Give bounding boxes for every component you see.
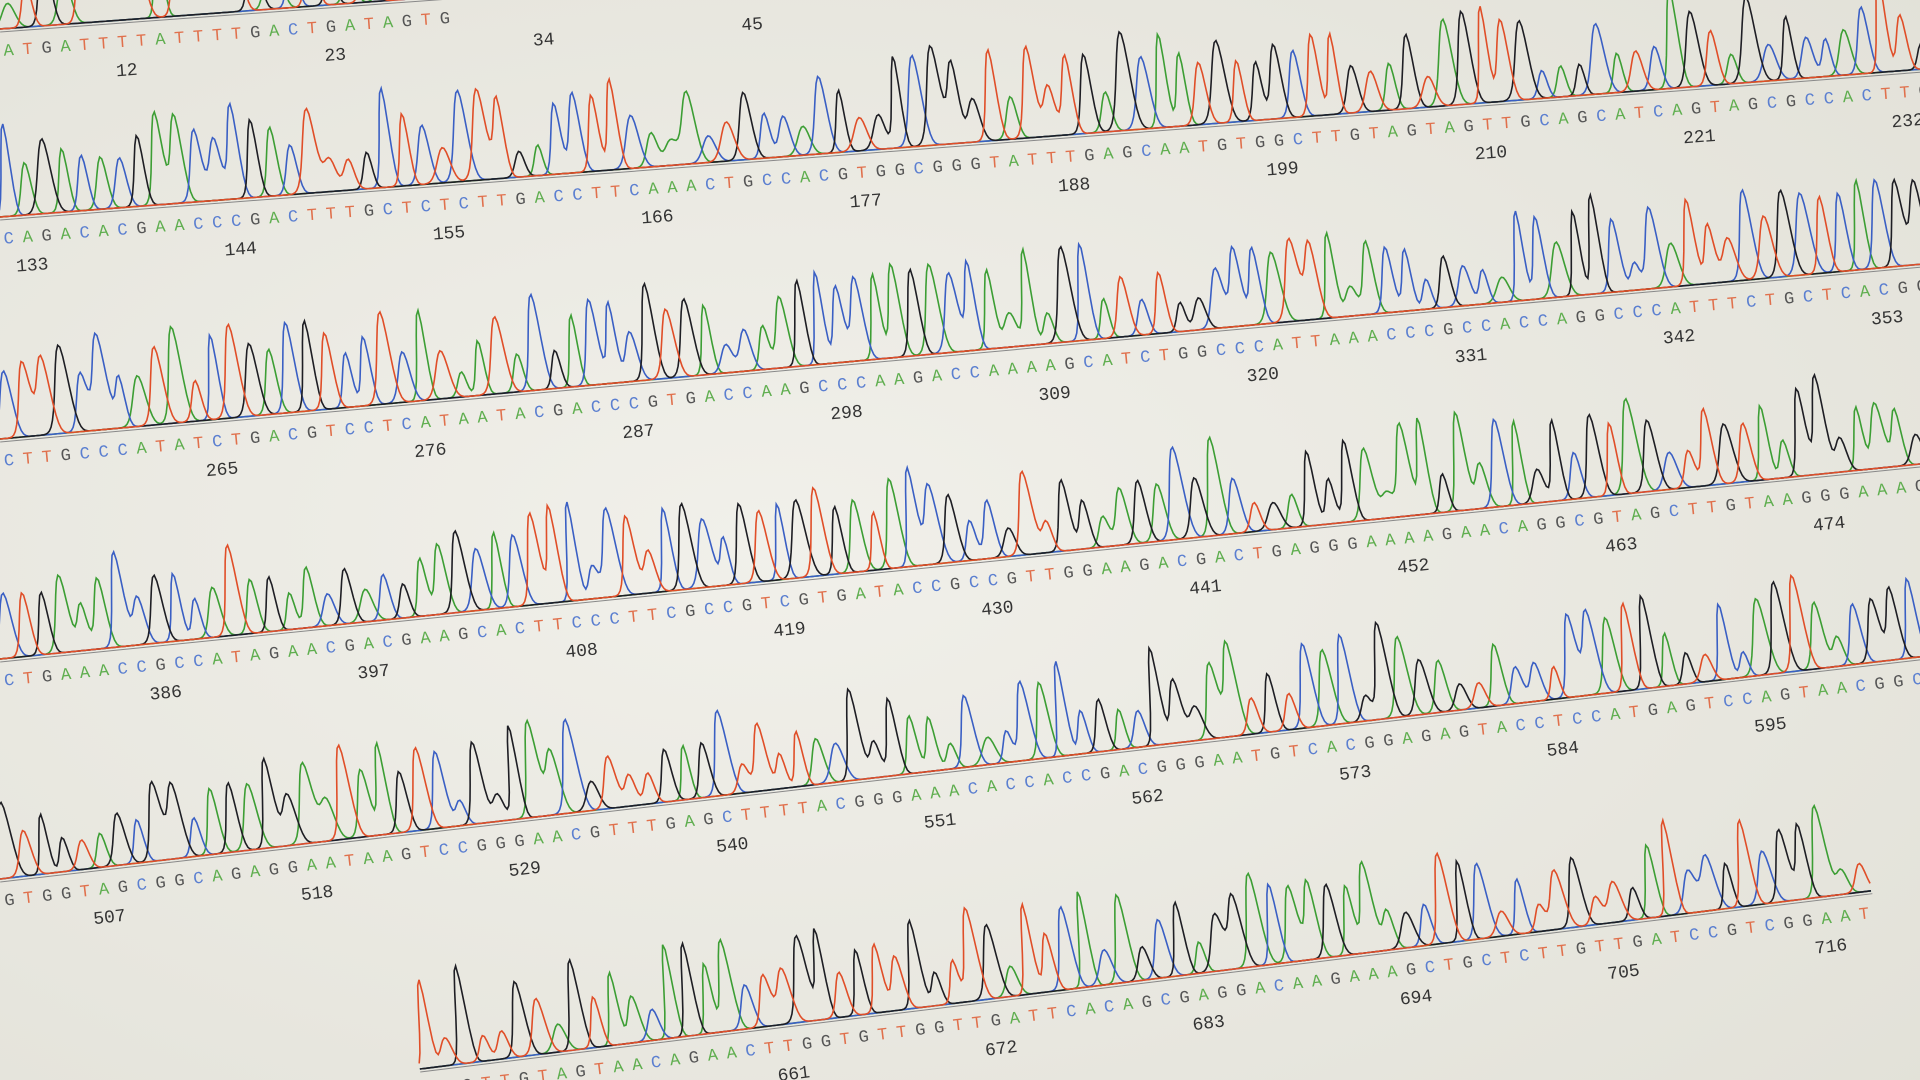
position-number: 463 (1604, 535, 1638, 558)
position-number: 430 (980, 598, 1014, 621)
position-number: 562 (1130, 786, 1164, 810)
position-number: 309 (1038, 384, 1072, 407)
position-number: 441 (1188, 577, 1222, 600)
position-number: 265 (205, 459, 239, 482)
trace-row: TTGTTGTAGTAACAGAACTTGGTGTTGGTTGATTCACAGC… (416, 803, 1880, 1080)
base-sequence: CAGACACGAACCCGACTTTGCTCTCTTGACCTTCAAACTG… (3, 71, 1920, 250)
base-sequence: CTGAAACCGCCATAGAACGACGAAGCACTTCCCTTCGCCG… (3, 470, 1920, 693)
position-number: 573 (1338, 762, 1372, 786)
position-number: 551 (923, 811, 957, 835)
baseline (0, 457, 1920, 663)
trace-t (0, 191, 1920, 440)
trace-t (0, 370, 1920, 660)
baseline (0, 253, 1920, 443)
position-number: 683 (1192, 1012, 1227, 1036)
baseline (0, 0, 455, 33)
baseline (420, 893, 1873, 1073)
base-sequence: CTTGCCCATATCTGACGTCCTCATAATACGACCCGTGACC… (3, 265, 1920, 472)
base-sequence: ATGATTTTATTTTGACTGATAGTG (3, 10, 460, 62)
position-number: 716 (1814, 936, 1849, 960)
position-number: 419 (772, 619, 806, 642)
base-sequence: GTGGTAGCGGCAGAGGAATAAGTCCGGGAACGTTTGAGCT… (4, 670, 1920, 912)
position-number: 276 (413, 440, 447, 463)
trace-t (0, 0, 1920, 218)
position-number: 474 (1812, 514, 1846, 537)
position-number: 584 (1546, 738, 1580, 762)
position-number: 166 (641, 207, 675, 229)
position-number: 595 (1753, 714, 1787, 738)
position-number: 221 (1682, 127, 1716, 149)
position-number: 144 (224, 239, 258, 261)
position-number: 23 (324, 45, 347, 67)
position-number: 353 (1870, 308, 1904, 331)
trace-row: CTGAAACCGCCATAGAACGACGAAGCACTTCCCTTCGCCG… (0, 363, 1920, 706)
position-number: 529 (508, 859, 542, 883)
trace-t (416, 817, 1871, 1065)
baseline (0, 658, 1920, 883)
position-number: 133 (15, 255, 49, 277)
position-number: 397 (357, 661, 391, 684)
position-number: 408 (565, 640, 599, 663)
position-number: 210 (1474, 143, 1508, 165)
trace-t (0, 0, 455, 30)
trace-g (0, 0, 456, 30)
position-number: 705 (1606, 961, 1641, 985)
position-number: 12 (115, 61, 138, 83)
position-number: 188 (1057, 175, 1091, 197)
position-number: 298 (830, 402, 864, 425)
position-number: 199 (1266, 159, 1300, 181)
position-number: 518 (300, 883, 334, 907)
position-number: 45 (741, 15, 764, 37)
position-number: 386 (149, 683, 183, 706)
trace-g (0, 0, 1920, 218)
trace-row: CTTGCCCATATCTGACGTCCTCATAATACGACCCGTGACC… (0, 164, 1920, 482)
trace-c (0, 363, 1920, 657)
trace-row: GTGGTAGCGGCAGAGGAATAAGTCCGGGAACGTTTGAGCT… (0, 573, 1920, 931)
position-number: 177 (849, 191, 883, 213)
trace-a (0, 597, 1920, 880)
position-number: 331 (1454, 346, 1488, 369)
position-number: 694 (1399, 987, 1434, 1011)
position-number: 672 (984, 1038, 1019, 1062)
position-number: 342 (1662, 327, 1696, 350)
position-number: 34 (532, 30, 555, 52)
position-number: 507 (92, 907, 126, 931)
position-number: 287 (621, 421, 655, 444)
position-number: 232 (1891, 111, 1920, 133)
position-number: 540 (715, 835, 749, 859)
position-number: 661 (777, 1063, 812, 1080)
trace-t (0, 573, 1920, 880)
position-number: 452 (1396, 556, 1430, 579)
position-number: 155 (432, 223, 466, 245)
base-sequence: TTGTTGTAGTAACAGAACTTGGTGTTGGTTGATTCACAGC… (424, 905, 1880, 1080)
trace-row: CAGACACGAACCCGACTTTGCTCTCTTGACCTTCAAACTG… (0, 0, 1920, 278)
position-number: 320 (1246, 365, 1280, 388)
baseline (0, 59, 1920, 221)
